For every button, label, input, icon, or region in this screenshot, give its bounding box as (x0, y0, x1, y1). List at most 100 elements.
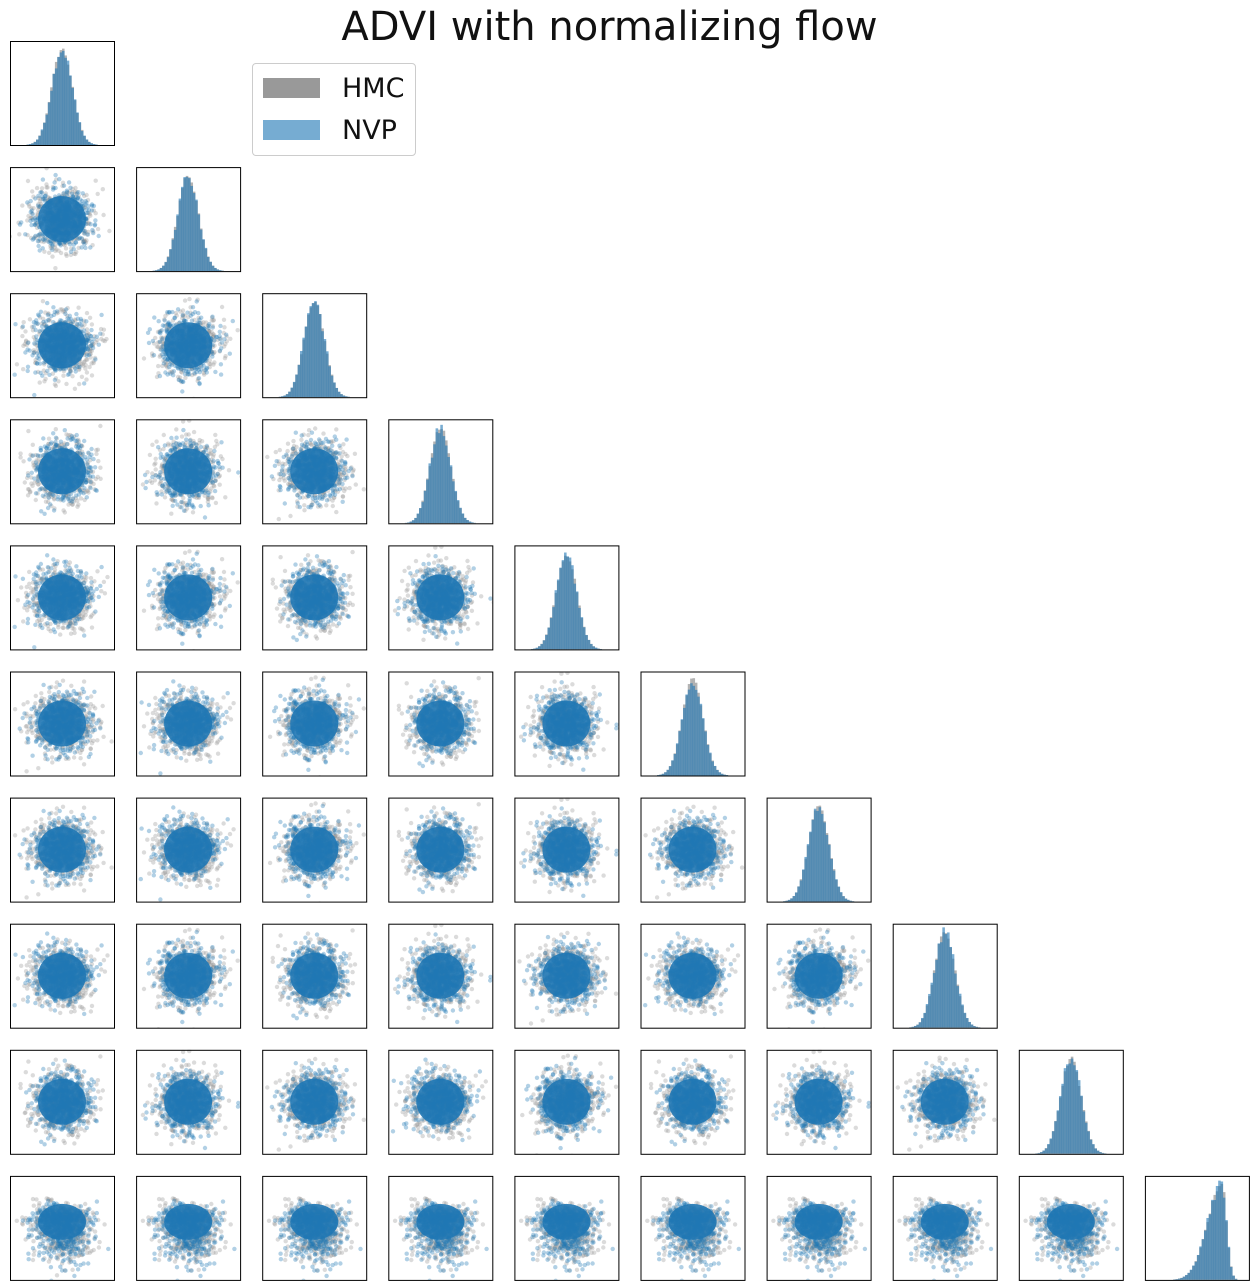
hist-bar-nvp (659, 774, 662, 776)
hist-bar-nvp (806, 844, 810, 902)
hist-bar-nvp (825, 834, 829, 902)
hist-bar-nvp (1192, 1265, 1195, 1280)
hist-bar-nvp (566, 556, 569, 650)
hist-bar-nvp (40, 129, 44, 145)
hist-bar-nvp (1232, 1275, 1235, 1280)
hist-bar-nvp (340, 394, 343, 398)
hist-bar-nvp (785, 900, 789, 902)
hist-bar-nvp (535, 647, 539, 650)
scatter-panel-10-2 (136, 1175, 242, 1281)
hist-bar-nvp (66, 60, 70, 145)
hist-bar-nvp (1175, 1279, 1179, 1280)
scatter-panel-9-3 (262, 1049, 368, 1155)
hist-bar-nvp (1185, 1274, 1188, 1280)
scatter-panel-10-9 (1018, 1175, 1124, 1281)
hist-bar-nvp (1234, 1278, 1238, 1280)
hist-bar-nvp (1201, 1239, 1205, 1280)
hist-bar-nvp (45, 114, 49, 145)
hist-bar-nvp (463, 517, 467, 524)
hist-bar-nvp (975, 1026, 978, 1028)
hist-bar-nvp (452, 481, 455, 524)
hist-bar-nvp (1058, 1096, 1062, 1154)
hist-bar-nvp (38, 135, 41, 145)
scatter-panel-10-7 (766, 1175, 872, 1281)
hist-bar-nvp (1042, 1150, 1045, 1154)
scatter-panel-8-1 (10, 923, 115, 1029)
hist-bar-nvp (823, 822, 826, 902)
hist-bar-nvp (33, 141, 37, 145)
hist-bar-nvp (71, 88, 75, 145)
hist-bar-nvp (50, 90, 53, 145)
hist-bar-nvp (568, 557, 572, 650)
hist-bar-nvp (73, 99, 77, 145)
hist-bar-nvp (787, 899, 791, 902)
hist-bar-nvp (1094, 1148, 1097, 1154)
hist-bar-nvp (171, 239, 175, 272)
hist-bar-nvp (214, 267, 217, 272)
hist-bar-nvp (1089, 1139, 1093, 1154)
hist-bar-nvp (414, 517, 417, 524)
hist-bar-nvp (1225, 1220, 1228, 1280)
hist-bar-nvp (454, 490, 458, 524)
histogram-panel-10 (1144, 1175, 1250, 1281)
hist-bar-nvp (307, 313, 310, 398)
hist-bar-nvp (590, 644, 593, 650)
hist-bar-nvp (421, 502, 424, 524)
hist-bar-nvp (292, 381, 296, 398)
hist-bar-nvp (57, 57, 60, 145)
hist-bar-nvp (680, 719, 684, 776)
hist-bar-nvp (437, 433, 441, 524)
hist-bar-nvp (333, 382, 336, 398)
hist-bar-nvp (1068, 1063, 1071, 1154)
hist-bar-nvp (64, 57, 67, 145)
hist-bar-nvp (930, 982, 934, 1028)
hist-bar-nvp (216, 269, 220, 272)
scatter-panel-10-1 (10, 1175, 115, 1281)
hist-bar-nvp (683, 707, 686, 776)
scatter-panel-10-3 (262, 1175, 368, 1281)
hist-bar-nvp (1051, 1131, 1055, 1154)
histogram-panel-8 (892, 923, 998, 1029)
hist-bar-nvp (411, 520, 415, 524)
hist-bar-nvp (285, 394, 289, 398)
hist-bar-nvp (547, 627, 551, 650)
hist-bar-nvp (809, 831, 812, 902)
hist-bar-nvp (939, 942, 943, 1028)
hist-bar-nvp (1180, 1277, 1183, 1280)
hist-bar-nvp (181, 186, 184, 272)
hist-bar-nvp (209, 261, 212, 272)
hist-bar-nvp (587, 639, 591, 650)
histogram-panel-3 (262, 293, 368, 399)
hist-bar-nvp (816, 810, 819, 902)
hist-bar-nvp (47, 102, 51, 145)
hist-bar-nvp (1208, 1214, 1212, 1280)
hist-bar-nvp (155, 270, 158, 272)
hist-bar-nvp (433, 444, 436, 524)
hist-bar-nvp (704, 731, 707, 776)
hist-bar-nvp (540, 644, 543, 650)
hist-bar-nvp (692, 685, 696, 776)
hist-bar-nvp (951, 954, 955, 1028)
histogram-panel-9 (1018, 1049, 1124, 1155)
hist-bar-nvp (471, 522, 474, 524)
hist-bar-nvp (195, 199, 198, 272)
hist-bar-nvp (1177, 1278, 1181, 1280)
hist-bar-nvp (1220, 1181, 1224, 1280)
hist-bar-nvp (597, 648, 600, 650)
hist-bar-nvp (580, 617, 584, 650)
hist-bar-nvp (83, 135, 86, 145)
hist-bar-nvp (1047, 1143, 1050, 1154)
hist-bar-nvp (419, 508, 422, 524)
hist-bar-nvp (668, 766, 672, 776)
hist-bar-nvp (316, 304, 320, 398)
hist-bar-nvp (59, 52, 63, 145)
hist-bar-nvp (1187, 1272, 1191, 1280)
hist-bar-nvp (842, 896, 845, 902)
hist-bar-nvp (687, 689, 691, 776)
hist-bar-nvp (197, 214, 201, 272)
hist-bar-nvp (430, 457, 434, 524)
hist-bar-nvp (968, 1021, 971, 1028)
hist-bar-nvp (442, 436, 446, 524)
hist-bar-nvp (92, 144, 96, 145)
hist-bar-nvp (76, 112, 79, 145)
